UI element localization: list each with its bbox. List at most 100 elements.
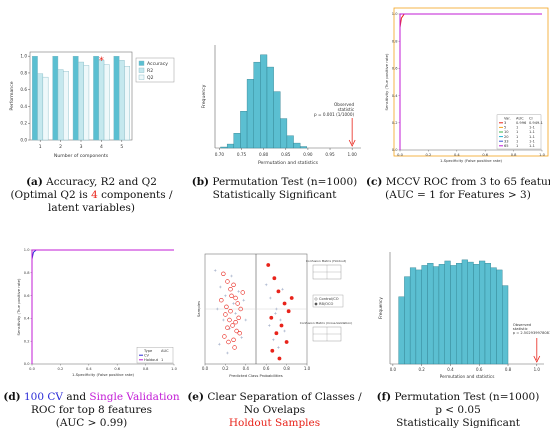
hist-bar-b [220,146,228,149]
y-tick-label-a: 0.2 [20,121,27,126]
caption-e-line1: Clear Separation of Classes / [207,391,362,403]
caption-a-tag: (a) [26,176,43,188]
x-tick-label-d: 0.0 [29,367,35,371]
panel-b: 0.70 0.75 0.80 0.85 0.90 0.95 1.00 Permutation … [183,0,366,240]
legend-auc-c: 1 [516,130,518,134]
panel-c: 0.0 0.2 0.4 0.6 0.8 1.0 0.0 0.2 0.4 0.6 0.8 1.0 1-Sp… [366,0,550,240]
hist-bar-b [266,66,274,149]
scatter-cross-e [237,290,240,293]
hist-bar-f [427,263,434,365]
bar-a-r2 [98,60,105,141]
x-tick-label-d: 0.2 [58,367,64,371]
chart-a: 0.0 0.2 0.4 0.6 0.8 1.0 1 2 3 4 * 5 Number of compon… [9,51,175,159]
scatter-point-control-e [223,312,228,317]
y-tick-label-c: 1.0 [392,12,398,16]
scatter-point-control-e [233,319,238,325]
x-tick-label-b: 0.85 [281,152,291,157]
legend-name-c: 5 [504,126,506,130]
legend-name-c: 20 [504,135,509,139]
scatter-point-control-e [231,337,236,343]
legend-label-a: Accuracy [147,61,168,67]
scatter-cross-e [240,336,244,339]
roc-curve-d-holdout [31,249,174,364]
chart-e: 0.0 0.2 0.4 0.6 0.8 1.0 Predicted Class Probab… [196,253,352,378]
bar-a-q2 [83,65,90,141]
bar-a-r2 [78,61,84,141]
caption-a-line2-highlight: 4 [91,189,98,201]
chart-c: 0.0 0.2 0.4 0.6 0.8 1.0 0.0 0.2 0.4 0.6 0.8 1.0 1-Sp… [384,7,549,163]
scatter-cross-e [279,318,282,322]
panel-f: 0.0 0.2 0.4 0.6 0.8 1.0 Permutation and statis… [366,240,550,440]
caption-d-tag: (d) [3,391,21,403]
scatter-cross-e [274,312,277,315]
bar-a-q2 [124,66,130,141]
y-axis-label-e: Samples [196,301,201,317]
caption-f-tag: (f) [376,391,392,403]
hist-bar-b [260,54,268,149]
hist-bar-f [479,260,486,365]
x-axis-label-f: Permutation and statistics [440,374,495,379]
scatter-cross-e [222,318,225,322]
optimal-marker-a: * [99,55,104,66]
legend-label-e: RB/OCO [319,302,334,306]
x-tick-label-a: 3 [80,144,83,150]
hist-bar-f [502,285,509,365]
caption-f: (f) Permutation Test (n=1000) p < 0.05 S… [366,391,550,430]
plot-frame-c [393,7,549,157]
hist-bar-b [226,143,235,149]
scatter-cross-e [213,269,217,272]
caption-f-line2: p < 0.05 [435,404,481,416]
x-tick-label-c: 0.2 [426,153,432,157]
annotation-line2-f: statistic [513,326,528,331]
scatter-cross-e [283,329,286,333]
scatter-point-control-e [238,306,243,312]
legend-name-c: 3 [504,121,506,125]
scatter-point-control-e [224,304,229,310]
hist-bar-b [273,91,281,149]
caption-d-mid: and [63,391,90,403]
scatter-point-rbo-e [289,296,294,300]
x-tick-label-e: 0.4 [243,366,250,371]
scatter-point-control-e [236,315,241,321]
hist-bar-b [240,111,248,149]
hist-bar-f [398,296,405,365]
y-tick-label-d: 0.6 [24,294,30,298]
scatter-point-control-e [237,330,242,336]
hist-bar-f [415,269,422,365]
hist-bar-b [280,118,288,149]
scatter-point-rbo-e [276,289,281,294]
hist-bar-b [299,146,308,149]
x-tick-label-d: 0.6 [114,367,120,371]
y-axis-label-c: Sensitivity (True positive rate) [384,53,389,111]
caption-c-tag: (c) [366,176,383,188]
scatter-point-rbo-e [286,309,291,314]
scatter-cross-e [272,338,275,342]
legend-auc-c: 1 [516,139,518,143]
panel-e: 0.0 0.2 0.4 0.6 0.8 1.0 Predicted Class Probab… [183,240,366,440]
caption-f-line3: Statistically Significant [396,417,520,429]
bar-a-accuracy [113,55,120,141]
caption-f-line1: Permutation Test (n=1000) [394,391,540,403]
scatter-cross-e [217,342,221,346]
x-tick-label-d: 1.0 [171,367,177,371]
x-tick-label-d: 0.8 [143,367,149,371]
scatter-point-control-e [233,295,238,301]
legend-header-c: CI [529,116,533,120]
x-tick-label-a: 4 [100,144,103,150]
legend-ci-c: 1-1 [529,135,535,139]
x-tick-label-b: 0.75 [237,152,247,157]
scatter-point-rbo-e [279,323,284,328]
x-axis-label-d: 1-Specificity (False positive rate) [72,372,135,377]
roc-curve-c-65 [399,13,542,150]
x-tick-label-c: 0.8 [511,153,517,157]
hist-bar-b [286,135,294,149]
hist-bar-f [409,267,417,365]
annotation-line3-b: p = 0.001 (1/1000) [314,112,355,117]
legend-auc-c: 1 [516,126,518,130]
y-tick-label-c: 0.6 [392,67,398,71]
annotation-line1-b: Observed [334,102,354,107]
legend-marker-e [314,302,318,306]
scatter-cross-e [215,307,219,311]
legend-ci-c: 1-1 [529,144,535,148]
hist-bar-f [461,259,468,365]
